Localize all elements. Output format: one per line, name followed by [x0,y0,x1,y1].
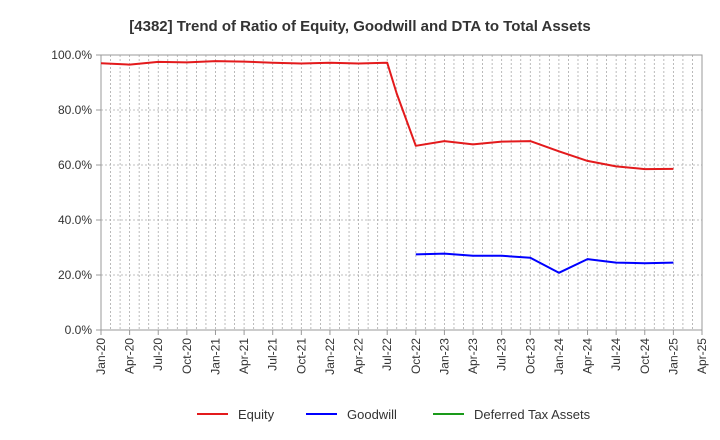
x-tick-label: Jul-21 [266,338,280,371]
x-tick-label: Jul-23 [495,338,509,371]
y-tick-label: 80.0% [58,103,92,117]
x-tick-label: Jan-23 [437,338,451,375]
y-tick-label: 0.0% [65,323,93,337]
x-tick-label: Oct-22 [409,338,423,374]
x-tick-label: Jan-21 [208,338,222,375]
chart-title: [4382] Trend of Ratio of Equity, Goodwil… [129,18,590,35]
x-tick-label: Jan-25 [666,338,680,375]
plot-area-border [100,54,703,331]
x-tick-label: Oct-20 [180,338,194,374]
grid [101,55,702,330]
legend-label-equity: Equity [238,407,275,422]
y-tick-label: 100.0% [51,48,92,62]
x-tick-label: Apr-20 [123,338,137,374]
x-tick-label: Jan-24 [552,338,566,375]
legend: Equity Goodwill Deferred Tax Assets [197,407,591,422]
series-layer [100,60,674,274]
series-line-equity [100,60,674,171]
x-tick-label: Apr-21 [237,338,251,374]
legend-label-goodwill: Goodwill [347,407,397,422]
y-axis: 0.0% 20.0% 40.0% 60.0% 80.0% 100.0% [51,48,101,337]
series-line-goodwill [415,252,674,274]
x-tick-label: Oct-23 [523,338,537,374]
y-tick-label: 20.0% [58,268,92,282]
legend-label-deferred-tax-assets: Deferred Tax Assets [474,407,591,422]
x-tick-label: Jan-22 [323,338,337,375]
y-tick-label: 40.0% [58,213,92,227]
x-tick-label: Jul-20 [151,338,165,371]
y-tick-label: 60.0% [58,158,92,172]
x-tick-label: Oct-24 [638,338,652,374]
x-tick-label: Apr-24 [581,338,595,374]
x-axis: Jan-20 Apr-20 Jul-20 Oct-20 Jan-21 Apr-21 Jul-… [94,330,709,375]
x-tick-label: Jul-24 [609,338,623,371]
x-tick-label: Apr-25 [695,338,709,374]
x-tick-label: Jul-22 [380,338,394,371]
x-tick-label: Apr-23 [466,338,480,374]
x-tick-label: Jan-20 [94,338,108,375]
x-tick-label: Apr-22 [352,338,366,374]
x-tick-label: Oct-21 [294,338,308,374]
